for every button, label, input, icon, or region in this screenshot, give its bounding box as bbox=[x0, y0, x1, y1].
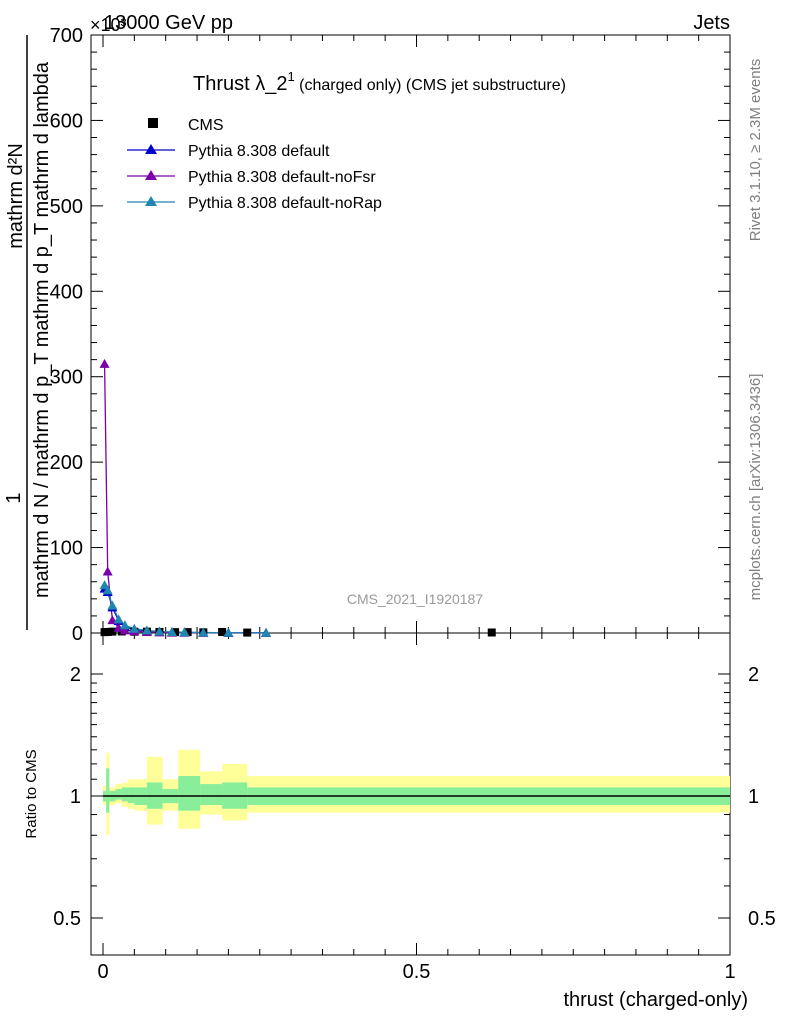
ratio-band-green bbox=[115, 789, 122, 800]
y-tick-label: 300 bbox=[50, 367, 83, 389]
ratio-y-tick-label: 2 bbox=[70, 664, 81, 686]
data-point-mc bbox=[99, 358, 110, 368]
legend-marker-mc bbox=[145, 144, 157, 154]
y-tick-label: 500 bbox=[50, 196, 83, 218]
ratio-y-tick-label-right: 2 bbox=[748, 664, 759, 686]
y-tick-label: 700 bbox=[50, 25, 83, 47]
series-line bbox=[104, 584, 267, 634]
ylabel-denominator: mathrm d N / mathrm d p_T mathrm d p_T m… bbox=[31, 61, 53, 598]
data-point-mc bbox=[102, 566, 113, 576]
ratio-y-tick-label: 1 bbox=[70, 786, 81, 808]
x-tick-label: 1 bbox=[724, 961, 735, 983]
legend-label: Pythia 8.308 default-noFsr bbox=[188, 169, 376, 186]
data-point-cms bbox=[183, 628, 192, 637]
data-point-cms bbox=[103, 627, 112, 636]
data-point-mc bbox=[119, 620, 130, 630]
ratio-y-tick-label-right: 1 bbox=[748, 786, 759, 808]
energy-label: 13000 GeV pp bbox=[104, 12, 233, 34]
ratio-band-green bbox=[178, 776, 201, 811]
ratio-ylabel: Ratio to CMS bbox=[23, 749, 40, 838]
x-tick-label: 0.5 bbox=[403, 961, 431, 983]
data-point-cms bbox=[108, 627, 117, 636]
mcplots-label: mcplots.cern.ch [arXiv:1306.3436] bbox=[747, 374, 764, 601]
data-point-mc bbox=[223, 627, 234, 637]
data-point-cms bbox=[487, 628, 496, 637]
data-point-cms bbox=[218, 627, 227, 636]
y-tick-label: 400 bbox=[50, 281, 83, 303]
data-point-cms bbox=[171, 628, 180, 637]
data-point-mc bbox=[166, 626, 177, 636]
y-tick-label: 100 bbox=[50, 538, 83, 560]
main-axis-ticks: 0 100 200 300 400 500 600 700 bbox=[50, 25, 731, 645]
data-point-mc bbox=[261, 627, 272, 637]
rivet-label: Rivet 3.1.10, ≥ 2.3M events bbox=[747, 59, 764, 242]
data-point-mc bbox=[107, 600, 118, 610]
ratio-y-tick-label-right: 0.5 bbox=[748, 908, 776, 930]
plot-title-sup: 1 bbox=[287, 69, 294, 84]
ratio-y-tick-label: 0.5 bbox=[53, 908, 81, 930]
process-label: Jets bbox=[693, 12, 730, 34]
y-tick-label: 200 bbox=[50, 452, 83, 474]
y-tick-label: 600 bbox=[50, 110, 83, 132]
ylabel-numerator: mathrm d²N bbox=[5, 143, 27, 249]
plot-title: Thrust λ_21 (charged only) (CMS jet subs… bbox=[193, 69, 566, 95]
data-point-mc bbox=[113, 614, 124, 624]
legend-marker-cms bbox=[148, 118, 158, 128]
legend-label: Pythia 8.308 default bbox=[188, 143, 330, 160]
main-ylabel: 1 mathrm d²N mathrm d N / mathrm d p_T m… bbox=[3, 35, 53, 630]
main-plot-frame bbox=[90, 34, 731, 634]
data-point-mc bbox=[154, 626, 165, 636]
exponent-label: ×10³ bbox=[90, 15, 127, 35]
ratio-bands bbox=[103, 749, 730, 836]
ylabel-one: 1 bbox=[3, 492, 25, 503]
data-point-mc bbox=[179, 627, 190, 637]
xlabel: thrust (charged-only) bbox=[563, 989, 748, 1011]
series-layer bbox=[99, 358, 496, 637]
data-point-mc bbox=[198, 627, 209, 637]
data-point-mc bbox=[141, 625, 152, 635]
x-tick-label: 0 bbox=[97, 961, 108, 983]
plot-title-rest: (charged only) (CMS jet substructure) bbox=[295, 77, 566, 94]
ratio-axis-ticks: 0 0.5 1 0.5 0.5 1 1 2 2 bbox=[53, 633, 776, 983]
data-point-mc bbox=[113, 622, 124, 632]
legend-marker-mc bbox=[145, 170, 157, 180]
ratio-band-green bbox=[121, 787, 129, 802]
series-line bbox=[103, 363, 267, 634]
legend-marker-mc bbox=[145, 196, 157, 206]
data-point-mc bbox=[119, 625, 130, 635]
legend-label: CMS bbox=[188, 117, 224, 134]
plot-title-main: Thrust λ_2 bbox=[193, 73, 287, 95]
y-tick-label: 0 bbox=[72, 623, 83, 645]
data-point-mc bbox=[102, 585, 113, 595]
legend: CMS Pythia 8.308 default Pythia 8.308 defa… bbox=[127, 117, 382, 212]
ratio-band-green bbox=[200, 784, 223, 806]
legend-label: Pythia 8.308 default-noRap bbox=[188, 195, 382, 212]
analysis-watermark: CMS_2021_I1920187 bbox=[347, 591, 483, 607]
ratio-band-green bbox=[106, 768, 110, 813]
data-point-mc bbox=[129, 623, 140, 633]
data-point-cms bbox=[243, 628, 252, 637]
